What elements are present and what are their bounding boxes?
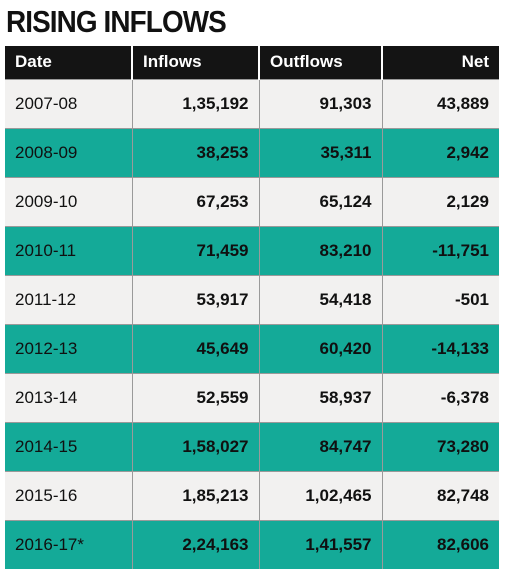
- cell-outflows: 58,937: [258, 372, 382, 422]
- column-header-net: Net: [381, 46, 499, 79]
- cell-date: 2009-10: [5, 176, 132, 226]
- cell-net: 2,942: [381, 127, 499, 177]
- cell-outflows: 60,420: [258, 323, 382, 373]
- cell-inflows: 67,253: [131, 176, 259, 226]
- table-row: 2009-10 67,253 65,124 2,129: [5, 176, 499, 226]
- cell-inflows: 71,459: [131, 225, 259, 275]
- cell-inflows: 2,24,163: [131, 519, 259, 569]
- cell-outflows: 83,210: [258, 225, 382, 275]
- cell-net: 73,280: [381, 421, 499, 471]
- cell-outflows: 54,418: [258, 274, 382, 324]
- cell-net: 43,889: [381, 78, 499, 128]
- table-row: 2015-16 1,85,213 1,02,465 82,748: [5, 470, 499, 520]
- chart-title: RISING INFLOWS: [6, 4, 227, 39]
- column-header-date: Date: [5, 46, 132, 79]
- cell-date: 2008-09: [5, 127, 132, 177]
- cell-date: 2016-17*: [5, 519, 132, 569]
- cell-inflows: 1,85,213: [131, 470, 259, 520]
- cell-outflows: 84,747: [258, 421, 382, 471]
- table-row: 2011-12 53,917 54,418 -501: [5, 274, 499, 324]
- table-row: 2012-13 45,649 60,420 -14,133: [5, 323, 499, 373]
- cell-net: 82,606: [381, 519, 499, 569]
- cell-outflows: 1,41,557: [258, 519, 382, 569]
- cell-inflows: 38,253: [131, 127, 259, 177]
- table-row: 2008-09 38,253 35,311 2,942: [5, 127, 499, 177]
- cell-outflows: 1,02,465: [258, 470, 382, 520]
- cell-date: 2010-11: [5, 225, 132, 275]
- table-row: 2007-08 1,35,192 91,303 43,889: [5, 78, 499, 128]
- cell-inflows: 1,35,192: [131, 78, 259, 128]
- cell-net: -6,378: [381, 372, 499, 422]
- column-header-inflows: Inflows: [131, 46, 259, 79]
- cell-outflows: 91,303: [258, 78, 382, 128]
- cell-date: 2014-15: [5, 421, 132, 471]
- cell-net: 2,129: [381, 176, 499, 226]
- cell-net: -14,133: [381, 323, 499, 373]
- cell-outflows: 65,124: [258, 176, 382, 226]
- cell-date: 2013-14: [5, 372, 132, 422]
- table-row: 2014-15 1,58,027 84,747 73,280: [5, 421, 499, 471]
- cell-net: 82,748: [381, 470, 499, 520]
- table-row: 2010-11 71,459 83,210 -11,751: [5, 225, 499, 275]
- column-header-outflows: Outflows: [258, 46, 382, 79]
- cell-date: 2012-13: [5, 323, 132, 373]
- cell-net: -501: [381, 274, 499, 324]
- header-row: Date Inflows Outflows Net: [5, 46, 499, 79]
- cell-net: -11,751: [381, 225, 499, 275]
- table-row: 2016-17* 2,24,163 1,41,557 82,606: [5, 519, 499, 569]
- cell-inflows: 53,917: [131, 274, 259, 324]
- cell-date: 2007-08: [5, 78, 132, 128]
- cell-outflows: 35,311: [258, 127, 382, 177]
- cell-inflows: 1,58,027: [131, 421, 259, 471]
- cell-date: 2011-12: [5, 274, 132, 324]
- table-row: 2013-14 52,559 58,937 -6,378: [5, 372, 499, 422]
- data-table: Date Inflows Outflows Net 2007-08 1,35,19…: [5, 46, 499, 569]
- cell-inflows: 52,559: [131, 372, 259, 422]
- cell-inflows: 45,649: [131, 323, 259, 373]
- cell-date: 2015-16: [5, 470, 132, 520]
